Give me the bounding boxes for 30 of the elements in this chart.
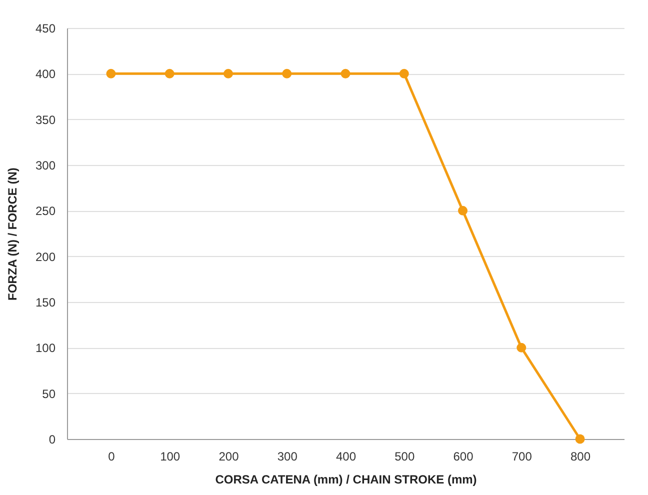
x-tick-label: 700 xyxy=(512,450,532,464)
point xyxy=(340,68,350,78)
point xyxy=(516,342,526,352)
x-tick-label: 0 xyxy=(108,450,116,464)
x-tick-label: 500 xyxy=(394,450,415,464)
x-tick-label: 600 xyxy=(453,450,474,464)
x-tick-label: 400 xyxy=(336,450,356,464)
y-tick-label: 50 xyxy=(42,386,56,401)
point xyxy=(399,68,409,78)
x-tick-label: 200 xyxy=(218,450,240,464)
y-tick-label: 300 xyxy=(35,158,56,172)
point xyxy=(282,68,292,78)
x-tick-label: 100 xyxy=(160,450,180,464)
y-tick-label: 450 xyxy=(35,22,56,36)
x-axis-title: CORSA CATENA (mm) / CHAIN STROKE (mm) xyxy=(215,472,477,486)
y-tick-label: 150 xyxy=(35,296,56,310)
y-axis-title: FORZA (N) / FORCE (N) xyxy=(5,168,20,300)
y-tick-label: 200 xyxy=(35,250,56,264)
y-tick-label: 400 xyxy=(35,67,56,82)
y-tick-label: 100 xyxy=(35,341,56,356)
x-tick-label: 300 xyxy=(277,450,298,464)
y-tick-label: 250 xyxy=(35,204,56,218)
point xyxy=(164,68,174,78)
point xyxy=(106,68,116,78)
y-tick-label: 0 xyxy=(48,432,56,446)
point xyxy=(458,206,468,216)
y-tick-label: 350 xyxy=(35,112,56,127)
point xyxy=(223,68,233,78)
point xyxy=(575,434,585,444)
x-tick-label: 800 xyxy=(570,450,591,464)
